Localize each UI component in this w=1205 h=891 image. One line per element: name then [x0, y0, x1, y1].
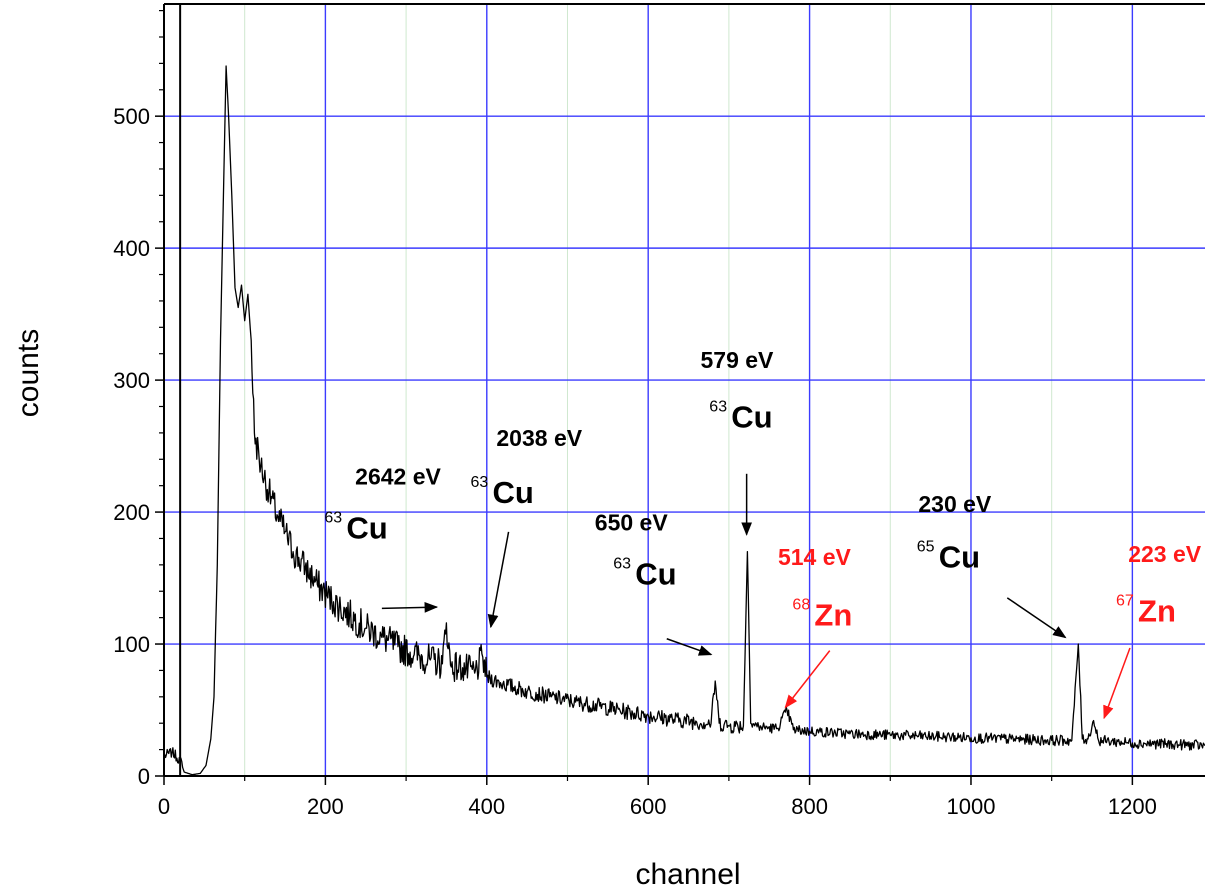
y-tick-label: 500 [113, 104, 150, 129]
annotation-mass-number: 63 [709, 399, 727, 416]
annotation-mass-number: 68 [792, 597, 810, 614]
y-tick-label: 300 [113, 368, 150, 393]
peak-annotation: 514 eV 68 Zn [778, 544, 852, 709]
x-tick-label: 400 [468, 794, 505, 819]
x-tick-label: 600 [630, 794, 667, 819]
peak-annotation: 2038 eV 63 Cu [470, 425, 583, 629]
annotation-mass-number: 65 [917, 538, 935, 555]
annotation-mass-number: 63 [613, 556, 631, 573]
annotation-arrow [487, 531, 510, 629]
annotation-mass-number: 63 [324, 509, 342, 526]
annotation-arrow [1006, 597, 1067, 639]
annotation-energy: 2642 eV [355, 463, 441, 489]
peak-annotation: 230 eV 65 Cu [917, 491, 1067, 639]
annotation-element: Cu [492, 475, 533, 510]
peak-annotation: 2642 eV 63 Cu [324, 463, 442, 613]
annotation-arrow [381, 601, 439, 613]
annotation-arrow [784, 650, 831, 709]
annotation-energy: 2038 eV [496, 425, 582, 451]
annotation-energy: 650 eV [595, 510, 669, 536]
peak-annotation: 579 eV 63 Cu [701, 347, 775, 536]
y-tick-label: 400 [113, 236, 150, 261]
x-tick-label: 1000 [947, 794, 996, 819]
x-tick-label: 1200 [1108, 794, 1157, 819]
annotation-mass-number: 63 [470, 474, 488, 491]
y-axis-label: counts [12, 329, 45, 417]
annotation-mass-number: 67 [1116, 593, 1134, 610]
annotation-arrow [666, 638, 713, 656]
annotation-element: Zn [814, 598, 852, 633]
annotation-element: Zn [1138, 594, 1176, 629]
minor-grid [244, 4, 1053, 776]
annotation-energy: 230 eV [918, 491, 992, 517]
x-tick-labels: 0 200 400 600 800 1000 1200 [158, 794, 1157, 819]
series-layer [163, 65, 1205, 776]
x-axis-label: channel [635, 858, 740, 891]
y-tick-label: 100 [113, 632, 150, 657]
annotation-energy: 514 eV [778, 544, 852, 570]
annotation-element: Cu [635, 557, 676, 592]
annotation-element: Cu [939, 539, 980, 574]
x-tick-label: 0 [158, 794, 170, 819]
y-tick-label: 0 [138, 764, 150, 789]
axis-ticks [155, 9, 1134, 785]
major-grid [164, 4, 1205, 776]
x-tick-label: 200 [307, 794, 344, 819]
x-tick-label: 800 [791, 794, 828, 819]
annotation-energy: 579 eV [701, 347, 775, 373]
annotation-element: Cu [731, 400, 772, 435]
y-tick-label: 200 [113, 500, 150, 525]
plot-frame [163, 3, 1205, 777]
peak-annotation: 650 eV 63 Cu [595, 510, 713, 656]
peak-annotation: 223 eV 67 Zn [1103, 541, 1202, 720]
annotation-arrow [1103, 647, 1131, 720]
annotation-element: Cu [346, 510, 387, 545]
spectrum-line [163, 65, 1205, 776]
y-tick-labels: 0 100 200 300 400 500 [113, 104, 150, 789]
annotation-energy: 223 eV [1128, 541, 1202, 567]
